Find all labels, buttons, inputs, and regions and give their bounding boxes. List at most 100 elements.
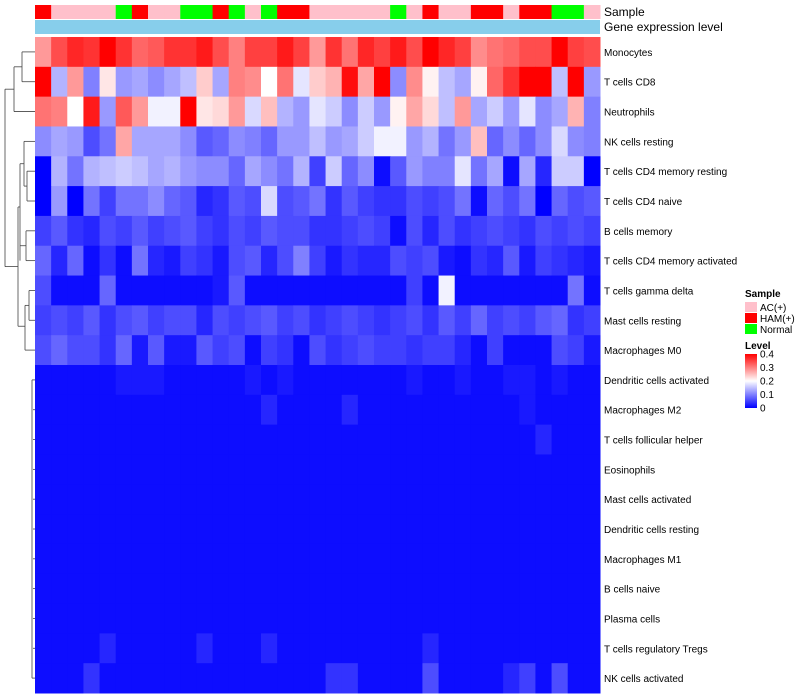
heatmap-cell	[180, 156, 197, 187]
sample-annotation-cell	[503, 5, 520, 19]
heatmap-cell	[309, 484, 327, 515]
heatmap-cell	[390, 424, 407, 455]
heatmap-cell	[438, 215, 456, 247]
heatmap-cell	[583, 37, 601, 68]
heatmap-cell	[503, 305, 520, 336]
heatmap-cell	[390, 484, 407, 515]
heatmap-cell	[99, 424, 117, 455]
heatmap-cell	[487, 215, 504, 247]
heatmap-cell	[470, 96, 488, 127]
heatmap-cell	[503, 37, 520, 68]
heatmap-cell	[164, 96, 181, 127]
heatmap-cell	[51, 66, 68, 98]
heatmap-cell	[470, 573, 488, 605]
heatmap-cell	[583, 603, 601, 634]
heatmap-cell	[325, 37, 343, 68]
heatmap-cell	[309, 543, 327, 575]
heatmap-cell	[583, 245, 601, 277]
sample-annotation-cell	[309, 5, 327, 19]
heatmap-cell	[583, 305, 601, 336]
heatmap-cell	[454, 394, 472, 426]
heatmap-cell	[503, 275, 520, 306]
heatmap-cell	[148, 305, 165, 336]
heatmap-cell	[67, 245, 84, 277]
heatmap-cell	[470, 66, 488, 98]
heatmap-cell	[309, 245, 327, 277]
row-label: T cells CD4 naive	[604, 197, 683, 208]
heatmap-cell	[583, 484, 601, 515]
heatmap-cell	[99, 275, 117, 306]
heatmap-cell	[293, 156, 310, 187]
heatmap-cell	[309, 275, 327, 306]
heatmap-cell	[374, 335, 391, 366]
heatmap-cell	[196, 126, 214, 157]
heatmap-cell	[35, 424, 52, 455]
heatmap-cell	[99, 543, 117, 575]
heatmap-cell	[583, 454, 601, 485]
annotation-label-sample: Sample	[604, 5, 645, 19]
heatmap-cell	[51, 275, 68, 306]
heatmap-cell	[422, 245, 440, 277]
heatmap-cell	[148, 96, 165, 127]
heatmap-cell	[261, 37, 278, 68]
heatmap-cell	[131, 335, 149, 366]
heatmap-cell	[390, 37, 407, 68]
heatmap-cell	[503, 573, 520, 605]
heatmap-cell	[131, 156, 149, 187]
heatmap-cell	[406, 633, 423, 664]
heatmap-cell	[277, 275, 294, 306]
heatmap-cell	[438, 573, 456, 605]
heatmap-cell	[228, 96, 246, 127]
heatmap-cell	[470, 186, 488, 217]
heatmap-cell	[277, 394, 294, 426]
heatmap-cell	[148, 663, 165, 694]
heatmap-cell	[277, 96, 294, 127]
heatmap-cell	[293, 215, 310, 247]
heatmap-cell	[567, 454, 585, 485]
heatmap-cell	[487, 275, 504, 306]
heatmap-cell	[164, 37, 181, 68]
heatmap-cell	[406, 454, 423, 485]
legend-item-label: AC(+)	[760, 303, 786, 314]
heatmap-cell	[228, 603, 246, 634]
sample-annotation-cell	[583, 5, 601, 19]
heatmap-cell	[470, 365, 488, 396]
heatmap-cell	[551, 335, 569, 366]
heatmap-cell	[83, 394, 101, 426]
heatmap-cell	[196, 215, 214, 247]
heatmap-cell	[212, 305, 230, 336]
heatmap-cell	[357, 633, 375, 664]
heatmap-cell	[470, 245, 488, 277]
heatmap-cell	[131, 186, 149, 217]
heatmap-cell	[244, 543, 262, 575]
heatmap-cell	[567, 663, 585, 694]
heatmap-cell	[341, 305, 359, 336]
heatmap-cell	[180, 126, 197, 157]
heatmap-cell	[341, 573, 359, 605]
heatmap-cell	[212, 514, 230, 545]
heatmap-cell	[325, 603, 343, 634]
heatmap-cell	[567, 156, 585, 187]
heatmap-cell	[357, 186, 375, 217]
heatmap-cell	[261, 305, 278, 336]
heatmap-cell	[422, 37, 440, 68]
heatmap-cell	[196, 186, 214, 217]
heatmap-cell	[212, 543, 230, 575]
heatmap-cell	[115, 37, 133, 68]
heatmap-cell	[148, 424, 165, 455]
heatmap-cell	[35, 454, 52, 485]
heatmap-cell	[51, 245, 68, 277]
heatmap-cell	[503, 663, 520, 694]
heatmap-cell	[212, 603, 230, 634]
heatmap-cell	[277, 245, 294, 277]
heatmap-cell	[374, 663, 391, 694]
heatmap-cell	[196, 37, 214, 68]
heatmap-cell	[406, 394, 423, 426]
heatmap-cell	[325, 424, 343, 455]
heatmap-cell	[99, 603, 117, 634]
heatmap-cell	[261, 335, 278, 366]
heatmap-cell	[99, 335, 117, 366]
heatmap-cell	[551, 394, 569, 426]
heatmap-cell	[261, 96, 278, 127]
row-labels: Monocytes T cells CD8 Neutrophils NK cells …	[604, 48, 737, 685]
